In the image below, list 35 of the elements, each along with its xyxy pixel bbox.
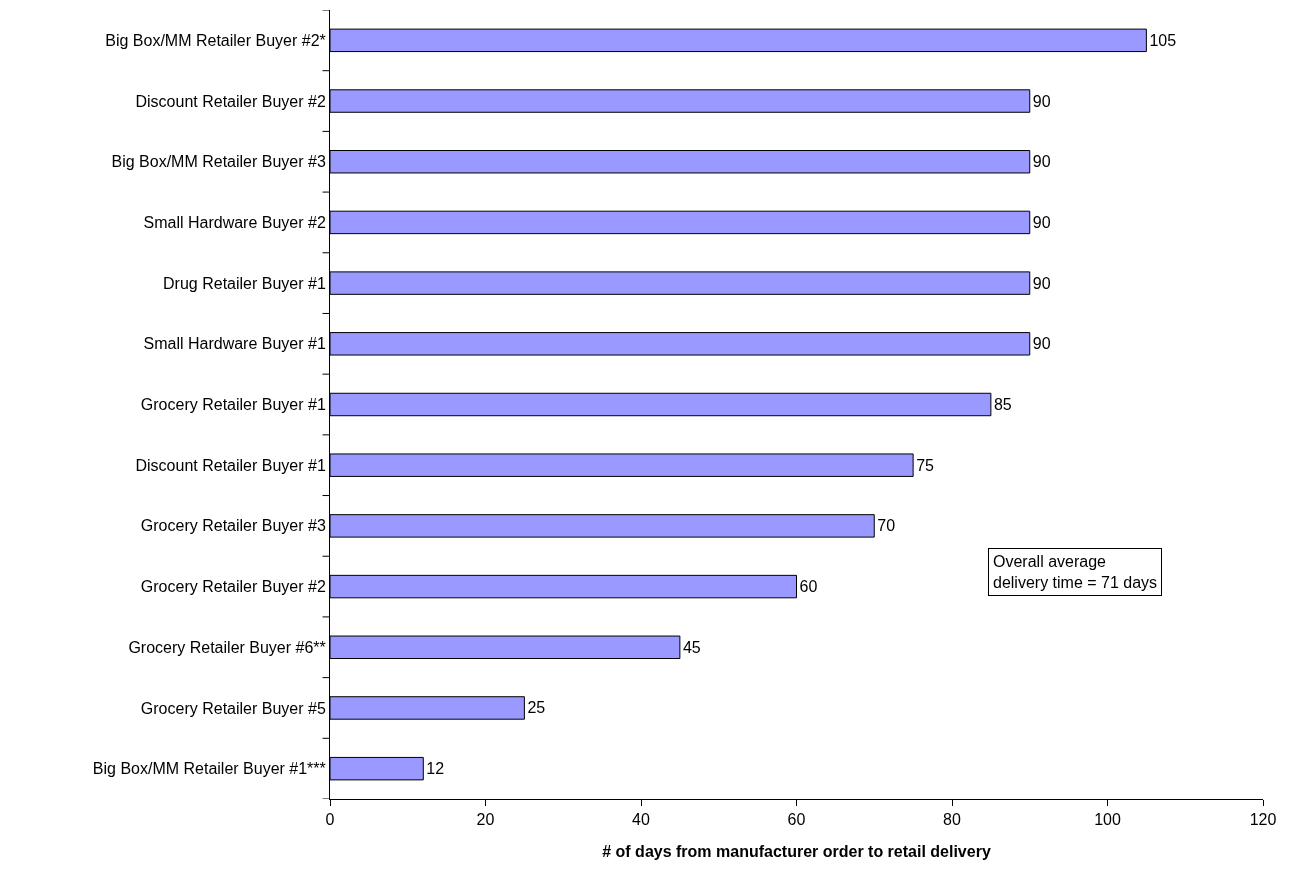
y-tick-label: Grocery Retailer Buyer #5 [140,699,326,717]
y-tick-label: Small Hardware Buyer #2 [143,214,326,232]
x-tick-label: 60 [787,811,806,829]
annotation: Overall average delivery time = 71 days [993,553,1158,591]
y-tick-label: Big Box/MM Retailer Buyer #2* [105,31,326,49]
x-axis-title: # of days from manufacturer order to retail delivery [602,842,991,860]
x-tick-label: 20 [476,811,495,829]
data-label: 90 [1032,92,1051,110]
y-tick-label: Discount Retailer Buyer #1 [135,456,326,474]
x-tick-label: 80 [943,811,961,829]
y-tick-label: Small Hardware Buyer #1 [143,335,326,353]
data-label: 90 [1032,153,1051,171]
data-label: 12 [426,760,445,778]
y-tick-label: Drug Retailer Buyer #1 [163,274,326,292]
y-tick-label: Grocery Retailer Buyer #3 [140,517,326,535]
y-tick-label: Grocery Retailer Buyer #6** [128,638,326,656]
y-tick-label: Discount Retailer Buyer #2 [135,92,326,110]
data-label: 45 [682,638,701,656]
y-tick-label: Grocery Retailer Buyer #1 [140,396,326,414]
y-tick-label: Grocery Retailer Buyer #2 [140,578,326,596]
x-tick-label: 100 [1094,811,1121,829]
y-tick-label: Big Box/MM Retailer Buyer #1*** [92,760,326,778]
data-label: 105 [1149,31,1177,49]
data-label: 25 [527,699,546,717]
data-label: 90 [1032,335,1051,353]
data-label: 60 [799,578,818,596]
data-label: 90 [1032,274,1051,292]
data-label: 90 [1032,213,1051,231]
x-tick-label: 0 [325,811,335,829]
y-tick-label: Big Box/MM Retailer Buyer #3 [111,153,326,171]
data-label: 85 [993,396,1012,413]
data-label: 75 [916,456,935,474]
x-tick-label: 120 [1249,811,1277,829]
data-label: 70 [877,517,896,535]
x-tick-label: 40 [632,811,650,829]
